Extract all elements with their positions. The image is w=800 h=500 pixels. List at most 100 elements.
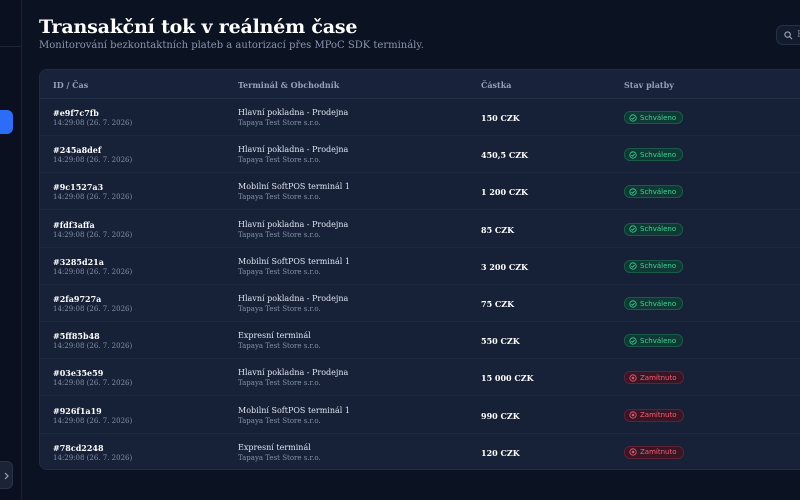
transaction-amount: 85 CZK [481, 224, 515, 235]
transaction-id: #3285d21a [53, 256, 104, 267]
merchant-name: Tapaya Test Store s.r.o. [238, 453, 321, 462]
status-label: Zamítnuto [640, 373, 677, 382]
merchant-name: Tapaya Test Store s.r.o. [238, 305, 321, 313]
table-row[interactable]: #245a8def 14:29:08 (26. 7. 2026) Hlavní po… [40, 136, 800, 174]
table-row[interactable]: #3285d21a 14:29:08 (26. 7. 2026) Mobilní S… [40, 248, 800, 285]
transaction-id: #9c1527a3 [53, 182, 104, 193]
terminal-name: Mobilní SoftPOS terminál 1 [238, 405, 350, 415]
status-badge: Zamítnuto [624, 408, 684, 422]
transaction-id: #5ff85b48 [53, 331, 100, 342]
status-badge: Schváleno [624, 334, 684, 348]
check-circle-icon [629, 113, 637, 122]
x-circle-icon [629, 411, 637, 419]
transaction-id: #2fa9727a [53, 294, 102, 304]
status-label: Zamítnuto [640, 411, 677, 420]
merchant-name: Tapaya Test Store s.r.o. [238, 416, 321, 425]
table-row[interactable]: #e9f7c7fb 14:29:08 (26. 7. 2026) Hlavní po… [40, 99, 800, 136]
terminal-name: Hlavní pokladna - Prodejna [238, 145, 349, 155]
status-badge: Schváleno [624, 222, 684, 236]
column-header-terminal[interactable]: Terminál & Obchodník [238, 80, 340, 90]
transaction-time: 14:29:08 (26. 7. 2026) [53, 156, 133, 165]
status-badge: Schváleno [624, 259, 684, 273]
transaction-id: #e9f7c7fb [53, 108, 99, 118]
terminal-name: Hlavní pokladna - Prodejna [238, 294, 349, 303]
check-circle-icon [629, 337, 637, 345]
table-row[interactable]: #2fa9727a 14:29:08 (26. 7. 2026) Hlavní po… [40, 285, 800, 322]
status-label: Schváleno [640, 262, 677, 271]
transaction-id: #245a8def [53, 145, 102, 156]
merchant-name: Tapaya Test Store s.r.o. [238, 267, 321, 276]
status-badge: Schváleno [624, 148, 684, 162]
sidebar [0, 0, 22, 500]
transaction-amount: 3 200 CZK [481, 261, 528, 272]
column-header-status[interactable]: Stav platby [624, 80, 674, 90]
merchant-name: Tapaya Test Store s.r.o. [238, 193, 321, 202]
status-label: Schváleno [640, 150, 677, 159]
transaction-amount: 15 000 CZK [481, 373, 534, 384]
check-circle-icon [629, 299, 637, 308]
transaction-id: #78cd2248 [53, 442, 104, 453]
transaction-amount: 120 CZK [481, 447, 520, 458]
transaction-time: 14:29:08 (26. 7. 2026) [53, 379, 133, 388]
terminal-name: Hlavní pokladna - Prodejna [238, 219, 349, 229]
transaction-amount: 1 200 CZK [481, 187, 528, 198]
transaction-amount: 150 CZK [481, 113, 520, 123]
merchant-name: Tapaya Test Store s.r.o. [238, 230, 321, 239]
table-row[interactable]: #03e35e59 14:29:08 (26. 7. 2026) Hlavní po… [40, 359, 800, 397]
transaction-amount: 550 CZK [481, 336, 520, 347]
table-row[interactable]: #926f1a19 14:29:08 (26. 7. 2026) Mobilní S… [40, 397, 800, 434]
check-circle-icon [629, 151, 637, 159]
status-badge: Schváleno [624, 111, 684, 124]
transaction-id: #926f1a19 [53, 405, 102, 416]
status-label: Schváleno [640, 113, 677, 122]
table-row[interactable]: #fdf3affa 14:29:08 (26. 7. 2026) Hlavní po… [40, 210, 800, 248]
status-label: Schváleno [640, 299, 677, 308]
transaction-time: 14:29:08 (26. 7. 2026) [53, 119, 133, 127]
x-circle-icon [629, 374, 637, 382]
terminal-name: Expresní terminál [238, 331, 311, 341]
column-header-amount[interactable]: Částka [481, 80, 512, 90]
status-badge: Zamítnuto [624, 371, 684, 385]
table-header: ID / Čas Terminál & Obchodník Částka Sta… [40, 70, 800, 99]
transaction-amount: 990 CZK [481, 410, 520, 421]
transaction-time: 14:29:08 (26. 7. 2026) [53, 416, 133, 425]
merchant-name: Tapaya Test Store s.r.o. [238, 156, 321, 165]
page-title: Transakční tok v reálném čase [39, 16, 358, 38]
transactions-table: ID / Čas Terminál & Obchodník Částka Sta… [39, 69, 800, 470]
transaction-amount: 75 CZK [481, 299, 515, 309]
merchant-name: Tapaya Test Store s.r.o. [238, 379, 321, 388]
sidebar-collapse-button[interactable] [0, 461, 13, 489]
chevron-right-icon [4, 472, 9, 480]
column-header-id[interactable]: ID / Čas [53, 80, 89, 90]
x-circle-icon [629, 448, 637, 456]
transaction-time: 14:29:08 (26. 7. 2026) [53, 342, 133, 351]
transaction-time: 14:29:08 (26. 7. 2026) [53, 453, 133, 462]
transaction-id: #fdf3affa [53, 219, 95, 230]
transaction-time: 14:29:08 (26. 7. 2026) [53, 267, 133, 276]
transaction-time: 14:29:08 (26. 7. 2026) [53, 193, 133, 202]
transaction-time: 14:29:08 (26. 7. 2026) [53, 230, 133, 239]
terminal-name: Expresní terminál [238, 442, 311, 452]
terminal-name: Hlavní pokladna - Prodejna [238, 368, 349, 378]
search-input[interactable]: H [776, 25, 800, 45]
check-circle-icon [629, 225, 637, 233]
terminal-name: Mobilní SoftPOS terminál 1 [238, 256, 350, 266]
table-row[interactable]: #78cd2248 14:29:08 (26. 7. 2026) Expresní … [40, 433, 800, 469]
status-label: Zamítnuto [640, 448, 677, 457]
terminal-name: Mobilní SoftPOS terminál 1 [238, 182, 350, 192]
sidebar-divider [0, 46, 22, 47]
status-badge: Schváleno [624, 297, 684, 310]
transaction-id: #03e35e59 [53, 368, 104, 379]
table-row[interactable]: #9c1527a3 14:29:08 (26. 7. 2026) Mobilní S… [40, 173, 800, 211]
table-row[interactable]: #5ff85b48 14:29:08 (26. 7. 2026) Expresní … [40, 322, 800, 360]
status-label: Schváleno [640, 336, 677, 345]
status-label: Schváleno [640, 225, 677, 234]
status-label: Schváleno [640, 187, 677, 196]
sidebar-item-active[interactable] [0, 110, 13, 134]
check-circle-icon [629, 262, 637, 270]
merchant-name: Tapaya Test Store s.r.o. [238, 119, 321, 127]
transaction-amount: 450,5 CZK [481, 150, 528, 161]
status-badge: Zamítnuto [624, 445, 684, 459]
check-circle-icon [629, 188, 637, 196]
page-subtitle: Monitorování bezkontaktních plateb a aut… [39, 40, 424, 51]
